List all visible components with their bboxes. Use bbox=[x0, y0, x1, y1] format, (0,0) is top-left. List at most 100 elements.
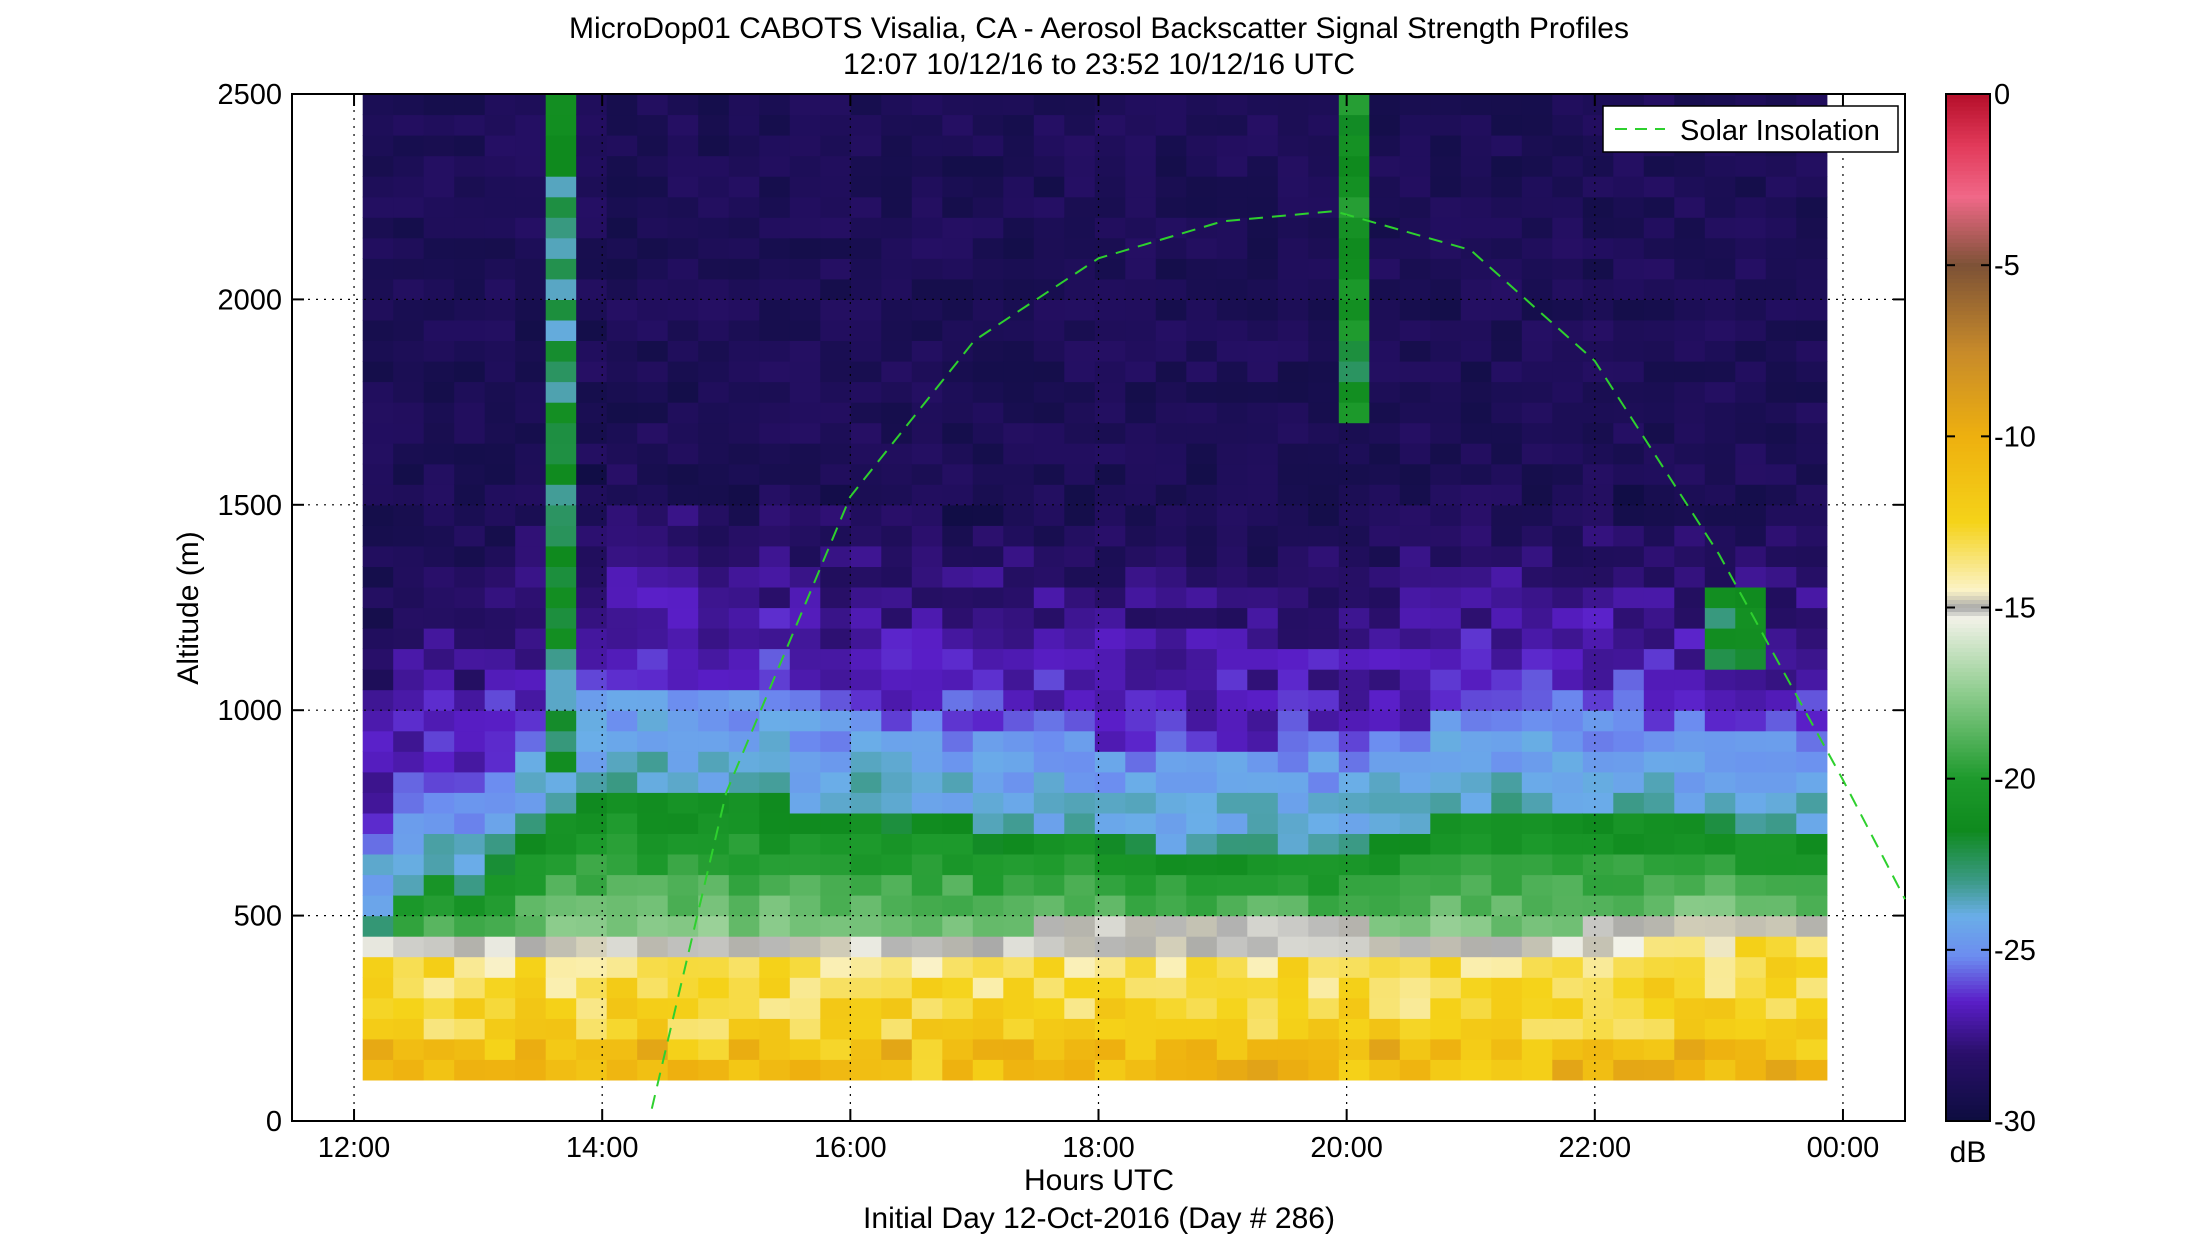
heatmap-cell bbox=[484, 278, 516, 300]
heatmap-cell bbox=[850, 463, 882, 485]
colorbar-cell bbox=[1946, 314, 1990, 320]
heatmap-cell bbox=[1186, 977, 1218, 999]
heatmap-cell bbox=[911, 402, 943, 424]
heatmap-cell bbox=[1491, 463, 1523, 485]
heatmap-cell bbox=[1460, 1059, 1492, 1081]
heatmap-cell bbox=[1704, 956, 1736, 978]
heatmap-cell bbox=[1582, 504, 1614, 526]
heatmap-cell bbox=[454, 854, 486, 876]
heatmap-cell bbox=[515, 833, 547, 855]
heatmap-cell bbox=[1399, 299, 1431, 321]
heatmap-cell bbox=[728, 545, 760, 567]
heatmap-cell bbox=[942, 135, 974, 157]
heatmap-cell bbox=[1064, 402, 1096, 424]
heatmap-cell bbox=[545, 751, 577, 773]
heatmap-cell bbox=[972, 340, 1004, 362]
heatmap-cell bbox=[1003, 874, 1035, 896]
heatmap-cell bbox=[759, 792, 791, 814]
heatmap-cell bbox=[637, 381, 669, 403]
heatmap-cell bbox=[1704, 689, 1736, 711]
heatmap-cell bbox=[942, 94, 974, 116]
heatmap-cell bbox=[1308, 484, 1340, 506]
heatmap-cell bbox=[1064, 545, 1096, 567]
heatmap-cell bbox=[911, 1018, 943, 1040]
heatmap-cell bbox=[484, 833, 516, 855]
heatmap-cell bbox=[667, 833, 699, 855]
heatmap-cell bbox=[576, 1018, 608, 1040]
heatmap-cell bbox=[1399, 114, 1431, 136]
colorbar-cell bbox=[1946, 587, 1990, 592]
heatmap-cell bbox=[1369, 1018, 1401, 1040]
heatmap-cell bbox=[759, 278, 791, 300]
heatmap-cell bbox=[942, 833, 974, 855]
heatmap-cell bbox=[1643, 669, 1675, 691]
heatmap-cell bbox=[972, 545, 1004, 567]
heatmap-cell bbox=[423, 751, 455, 773]
heatmap-cell bbox=[1613, 689, 1645, 711]
heatmap-cell bbox=[881, 196, 913, 218]
heatmap-cell bbox=[667, 443, 699, 465]
heatmap-cell bbox=[545, 977, 577, 999]
heatmap-cell bbox=[1796, 751, 1828, 773]
heatmap-cell bbox=[1735, 237, 1767, 259]
heatmap-cell bbox=[972, 299, 1004, 321]
heatmap-cell bbox=[1613, 340, 1645, 362]
heatmap-cell bbox=[423, 484, 455, 506]
heatmap-cell bbox=[972, 402, 1004, 424]
heatmap-cell bbox=[667, 176, 699, 198]
heatmap-cell bbox=[1186, 833, 1218, 855]
heatmap-cell bbox=[1094, 1018, 1126, 1040]
heatmap-cell bbox=[515, 587, 547, 609]
heatmap-cell bbox=[881, 525, 913, 547]
heatmap-cell bbox=[515, 381, 547, 403]
heatmap-cell bbox=[1369, 1038, 1401, 1060]
heatmap-cell bbox=[1186, 463, 1218, 485]
colorbar-cell bbox=[1946, 130, 1990, 135]
heatmap-cell bbox=[972, 114, 1004, 136]
heatmap-cell bbox=[728, 648, 760, 670]
heatmap-cell bbox=[820, 956, 852, 978]
heatmap-cell bbox=[820, 895, 852, 917]
heatmap-cell bbox=[1155, 792, 1187, 814]
colorbar-cell bbox=[1946, 860, 1990, 865]
heatmap-cell bbox=[393, 710, 425, 732]
heatmap-cell bbox=[393, 155, 425, 177]
heatmap-cell bbox=[515, 278, 547, 300]
heatmap-cell bbox=[789, 936, 821, 958]
heatmap-cell bbox=[728, 1018, 760, 1040]
heatmap-cell bbox=[1277, 299, 1309, 321]
heatmap-cell bbox=[1765, 1059, 1797, 1081]
heatmap-cell bbox=[1430, 545, 1462, 567]
heatmap-cell bbox=[484, 402, 516, 424]
heatmap-cell bbox=[1125, 381, 1157, 403]
heatmap-cell bbox=[972, 977, 1004, 999]
heatmap-cell bbox=[393, 402, 425, 424]
y-tick-label: 1500 bbox=[217, 490, 282, 522]
heatmap-cell bbox=[881, 730, 913, 752]
heatmap-cell bbox=[1521, 730, 1553, 752]
colorbar-cell bbox=[1946, 1044, 1990, 1050]
heatmap-cell bbox=[1796, 463, 1828, 485]
heatmap-cell bbox=[393, 319, 425, 341]
heatmap-cell bbox=[1552, 525, 1584, 547]
heatmap-cell bbox=[1521, 689, 1553, 711]
heatmap-cell bbox=[789, 545, 821, 567]
heatmap-cell bbox=[1277, 1059, 1309, 1081]
heatmap-cell bbox=[576, 504, 608, 526]
heatmap-cell bbox=[1643, 751, 1675, 773]
heatmap-cell bbox=[1704, 299, 1736, 321]
heatmap-cell bbox=[362, 587, 394, 609]
heatmap-cell bbox=[637, 587, 669, 609]
heatmap-cell bbox=[393, 217, 425, 239]
heatmap-cell bbox=[393, 792, 425, 814]
heatmap-cell bbox=[1521, 402, 1553, 424]
heatmap-cell bbox=[972, 422, 1004, 444]
heatmap-cell bbox=[1033, 196, 1065, 218]
heatmap-cell bbox=[362, 874, 394, 896]
heatmap-cell bbox=[393, 340, 425, 362]
heatmap-cell bbox=[1094, 196, 1126, 218]
heatmap-cell bbox=[1155, 607, 1187, 629]
heatmap-cell bbox=[1369, 381, 1401, 403]
colorbar-cell bbox=[1946, 310, 1990, 316]
heatmap-cell bbox=[698, 340, 730, 362]
